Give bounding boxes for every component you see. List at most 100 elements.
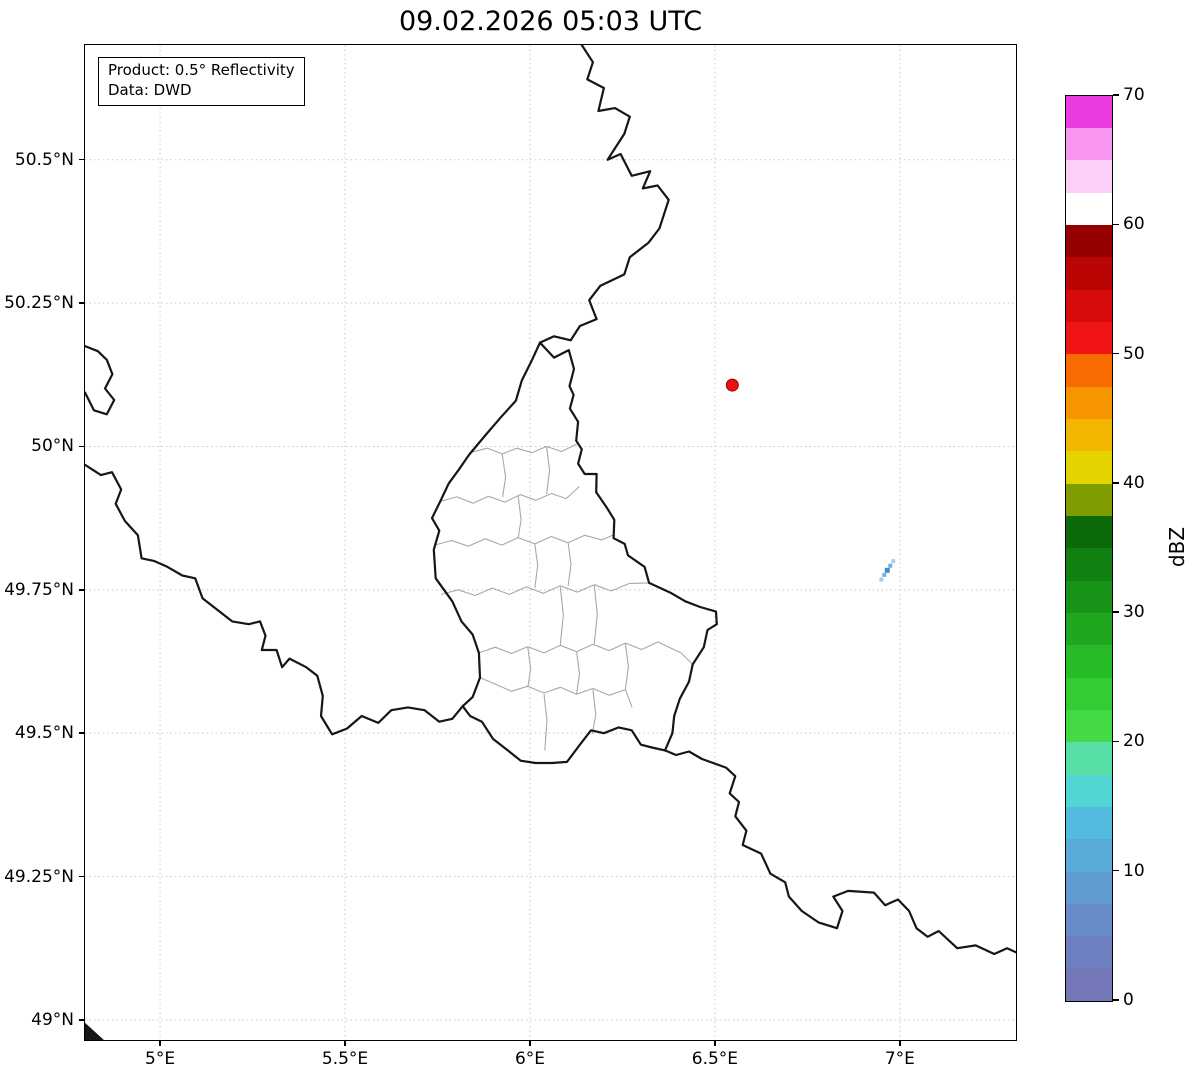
canton-border	[527, 647, 532, 688]
canton-border	[534, 543, 539, 589]
y-tick-mark	[79, 158, 85, 161]
canton-border	[576, 652, 581, 694]
x-tick-label: 6°E	[514, 1049, 545, 1069]
canton-border	[517, 495, 522, 539]
canton-border	[471, 443, 577, 455]
colorbar	[1065, 95, 1113, 1002]
map-plot-area: Product: 0.5° Reflectivity Data: DWD	[85, 45, 1016, 1040]
colorbar-segment	[1066, 742, 1112, 775]
x-tick-label: 5.5°E	[321, 1049, 369, 1069]
canton-border	[546, 446, 551, 495]
radar-site-marker	[725, 378, 739, 392]
colorbar-segment	[1066, 774, 1112, 808]
colorbar-segment	[1066, 451, 1112, 484]
colorbar-tick-mark	[1113, 870, 1119, 872]
x-tick-mark	[899, 1040, 901, 1046]
canton-border	[441, 582, 650, 597]
canton-border	[559, 586, 564, 645]
colorbar-segment	[1066, 289, 1112, 323]
y-tick-mark	[79, 732, 85, 734]
colorbar-tick-label: 20	[1123, 731, 1145, 752]
colorbar-tick-mark	[1113, 223, 1119, 225]
x-tick-mark	[714, 1040, 716, 1046]
colorbar-segment	[1066, 645, 1112, 678]
figure-title: 09.02.2026 05:03 UTC	[398, 6, 703, 37]
colorbar-tick-label: 0	[1123, 990, 1134, 1010]
canton-border	[478, 641, 694, 665]
colorbar-tick-label: 10	[1123, 860, 1145, 881]
radar-echo-cell	[884, 567, 890, 573]
colorbar-tick-mark	[1113, 94, 1119, 96]
colorbar-segment	[1066, 580, 1112, 614]
x-tick-mark	[159, 1040, 161, 1046]
colorbar-segment	[1066, 322, 1112, 355]
colorbar-segment	[1066, 936, 1112, 969]
colorbar-segment	[1066, 160, 1112, 193]
product-annotation-box: Product: 0.5° Reflectivity Data: DWD	[98, 57, 305, 106]
colorbar-segment	[1066, 386, 1112, 420]
colorbar-tick-mark	[1113, 352, 1119, 355]
y-tick-label: 49.5°N	[14, 723, 74, 744]
colorbar-tick-label: 70	[1123, 85, 1145, 105]
colorbar-segment	[1066, 483, 1112, 517]
colorbar-segment	[1066, 968, 1112, 1001]
colorbar-axis-label: dBZ	[1165, 526, 1189, 568]
y-tick-label: 49°N	[31, 1009, 74, 1030]
canton-border	[593, 585, 598, 644]
x-tick-label: 5°E	[145, 1049, 176, 1069]
y-tick-mark	[79, 445, 85, 448]
x-tick-label: 7°E	[884, 1049, 915, 1069]
border-belgium-germany	[538, 45, 670, 344]
y-tick-label: 50.5°N	[14, 149, 74, 170]
colorbar-segment	[1066, 677, 1112, 711]
map-svg	[85, 45, 1016, 1040]
canton-border	[501, 453, 507, 497]
colorbar-tick-mark	[1113, 740, 1119, 743]
colorbar-segment	[1066, 354, 1112, 387]
colorbar-tick-mark	[1113, 999, 1119, 1001]
canton-border	[567, 542, 572, 586]
colorbar-segment	[1066, 225, 1112, 258]
y-tick-label: 50.25°N	[4, 293, 74, 314]
colorbar-tick-label: 60	[1123, 214, 1145, 235]
x-tick-mark	[344, 1040, 346, 1046]
colorbar-tick-label: 30	[1123, 602, 1145, 623]
colorbar-segment	[1066, 904, 1112, 937]
border-france-germany	[663, 749, 1016, 956]
canton-border	[479, 677, 633, 708]
radar-echo-cell	[891, 559, 896, 564]
colorbar-segment	[1066, 257, 1112, 290]
canton-border	[434, 534, 615, 547]
radar-echo-cell	[882, 572, 887, 577]
colorbar-segment	[1066, 613, 1112, 646]
colorbar-segment	[1066, 95, 1112, 129]
radar-echo-cell	[888, 563, 893, 568]
x-tick-mark	[529, 1040, 531, 1046]
colorbar-segment	[1066, 548, 1112, 581]
colorbar-segment	[1066, 419, 1112, 452]
canton-border	[439, 486, 580, 504]
border-belgium-france	[85, 463, 464, 736]
y-tick-mark	[79, 589, 85, 591]
y-tick-mark	[79, 302, 85, 304]
radar-echo-cell	[879, 577, 884, 582]
canton-border	[624, 643, 629, 690]
colorbar-segment	[1066, 710, 1112, 743]
product-line: Product: 0.5° Reflectivity	[108, 61, 295, 79]
colorbar-segment	[1066, 128, 1112, 161]
border-corner-patch	[85, 1022, 104, 1040]
colorbar-segment	[1066, 871, 1112, 905]
colorbar-tick-label: 50	[1123, 343, 1145, 364]
y-tick-label: 49.25°N	[4, 866, 74, 887]
x-tick-label: 6.5°E	[691, 1049, 739, 1069]
colorbar-tick-mark	[1113, 482, 1119, 484]
border-luxembourg	[430, 341, 718, 765]
colorbar-segment	[1066, 516, 1112, 549]
canton-border	[543, 694, 548, 751]
colorbar-segment	[1066, 807, 1112, 840]
colorbar-tick-mark	[1113, 611, 1119, 613]
y-tick-label: 50°N	[31, 436, 74, 457]
canton-border	[591, 689, 597, 735]
colorbar-segment	[1066, 192, 1112, 226]
